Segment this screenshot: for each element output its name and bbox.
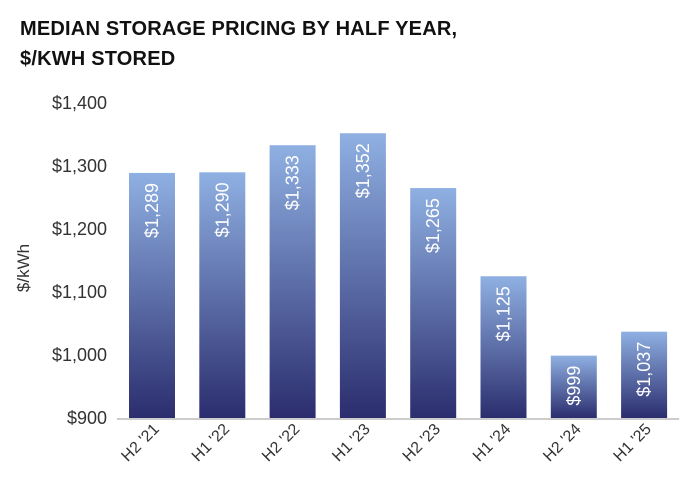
x-tick-label: H1 '22 (189, 421, 233, 465)
bar (199, 172, 246, 418)
x-tick-label: H2 '21 (118, 421, 162, 465)
x-tick-label: H2 '24 (540, 421, 584, 465)
y-tick-label: $1,000 (52, 345, 107, 365)
bar-value-label: $1,352 (353, 143, 373, 198)
bar (410, 188, 457, 418)
y-tick-label: $1,400 (52, 93, 107, 113)
x-axis-ticks: H2 '21 H1 '22 H2 '22 H1 '23 H2 '23 H1 '24 H2 '… (118, 421, 655, 465)
bar-value-label: $1,037 (634, 342, 654, 397)
bar (621, 331, 668, 418)
bar-value-label: $1,290 (212, 182, 232, 237)
chart-title-line-1: MEDIAN STORAGE PRICING BY HALF YEAR, (20, 18, 458, 40)
chart-title: MEDIAN STORAGE PRICING BY HALF YEAR, $/K… (20, 14, 457, 74)
bar-value-label: $1,265 (423, 198, 443, 253)
bar (129, 172, 175, 418)
y-axis-ticks: $900 $1,000 $1,100 $1,200 $1,300 $1,400 (52, 93, 107, 428)
y-tick-label: $1,200 (52, 219, 107, 239)
x-tick-label: H2 '22 (259, 421, 303, 465)
bar (339, 133, 386, 419)
x-tick-label: H2 '23 (400, 421, 444, 465)
y-tick-label: $900 (67, 408, 107, 428)
x-tick-label: H1 '25 (611, 421, 655, 465)
bar (480, 276, 527, 418)
bar (550, 355, 597, 418)
x-tick-label: H1 '23 (329, 421, 373, 465)
y-tick-label: $1,300 (52, 156, 107, 176)
chart-title-line-2: $/KWH STORED (20, 48, 176, 70)
bar (269, 145, 316, 418)
bar-value-label: $1,333 (283, 155, 303, 210)
y-axis-label: $/kWh (14, 244, 33, 292)
bar-value-label: $1,289 (142, 183, 162, 238)
bar-value-label: $1,125 (494, 286, 514, 341)
bars: $1,289 $1,290 $1,333 $1,352 $1,265 $1,125 $999… (129, 133, 668, 419)
y-tick-label: $1,100 (52, 282, 107, 302)
x-tick-label: H1 '24 (470, 421, 514, 465)
bar-value-label: $999 (564, 366, 584, 406)
